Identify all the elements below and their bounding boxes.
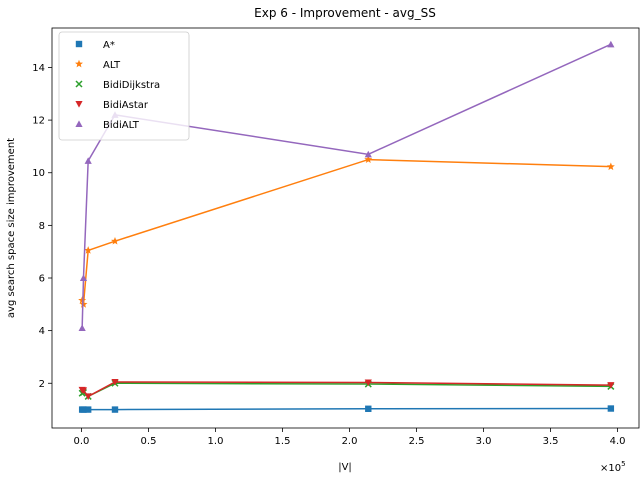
data-point-alt (110, 236, 119, 245)
data-point-bidiastar (111, 378, 119, 386)
y-tick-label: 4 (39, 326, 45, 337)
y-tick-label: 2 (39, 379, 45, 390)
data-point-a (80, 406, 87, 413)
y-axis-label: avg search space size improvement (6, 138, 17, 318)
data-point-a (84, 406, 92, 413)
legend-marker-bidialt (75, 120, 83, 127)
data-point-bidialt (79, 274, 88, 281)
legend: A* ALT BidiDijkstra BidiAstar BidiALT (58, 31, 190, 141)
y-axis: 2 4 6 8 10 12 14 (32, 63, 52, 390)
x-tick-label: 3.5 (543, 436, 559, 447)
legend-marker-a (75, 40, 83, 48)
legend-marker-alt (75, 59, 83, 68)
x-tick-label: 3.0 (476, 436, 492, 447)
data-point-bidiastar (84, 393, 92, 401)
x-tick-label: 2.5 (409, 436, 425, 447)
data-point-alt (84, 246, 93, 254)
legend-label-bidiastar: BidiAstar (103, 100, 149, 111)
legend-label-a: A* (103, 40, 115, 51)
legend-marker-bididijkstra (75, 80, 83, 88)
data-point-bidiastar (607, 382, 615, 389)
data-point-alt (606, 162, 615, 171)
data-point-bidiastar (364, 379, 372, 387)
legend-marker-bidiastar (75, 101, 83, 108)
data-point-alt (364, 155, 373, 163)
legend-box (58, 31, 190, 141)
legend-label-bididijkstra: BidiDijkstra (103, 80, 160, 91)
data-point-bidialt (607, 40, 615, 48)
data-point-a (365, 405, 372, 412)
x-axis-label: |V| (338, 462, 352, 473)
data-point-a (111, 406, 119, 413)
x-tick-label: 4.0 (610, 436, 626, 447)
series-bidiastar (78, 378, 615, 401)
x-tick-label: 1.0 (208, 436, 224, 447)
y-tick-label: 14 (32, 63, 45, 74)
y-tick-label: 8 (39, 221, 45, 232)
data-point-bidialt (84, 157, 92, 164)
x-tick-label: 1.5 (275, 436, 291, 447)
legend-label-alt: ALT (103, 60, 121, 71)
plot-frame (51, 27, 640, 429)
y-tick-label: 10 (32, 168, 45, 179)
chart-title: Exp 6 - Improvement - avg_SS (254, 6, 436, 20)
x-tick-label: 0.5 (141, 436, 157, 447)
y-tick-label: 12 (32, 116, 45, 127)
x-axis-offset-label: ×105 (600, 460, 626, 474)
legend-label-bidialt: BidiALT (103, 120, 140, 131)
data-point-a (607, 405, 615, 412)
x-tick-label: 2.0 (342, 436, 358, 447)
data-point-bidialt (78, 324, 86, 331)
data-point-bidialt (364, 150, 372, 158)
series-a (78, 405, 615, 413)
x-axis: 0.0 0.5 1.0 1.5 2.0 2.5 3.0 3.5 4.0 (74, 428, 626, 447)
y-tick-label: 6 (39, 274, 45, 285)
data-point-bidiastar (79, 387, 88, 394)
x-tick-label: 0.0 (74, 436, 90, 447)
